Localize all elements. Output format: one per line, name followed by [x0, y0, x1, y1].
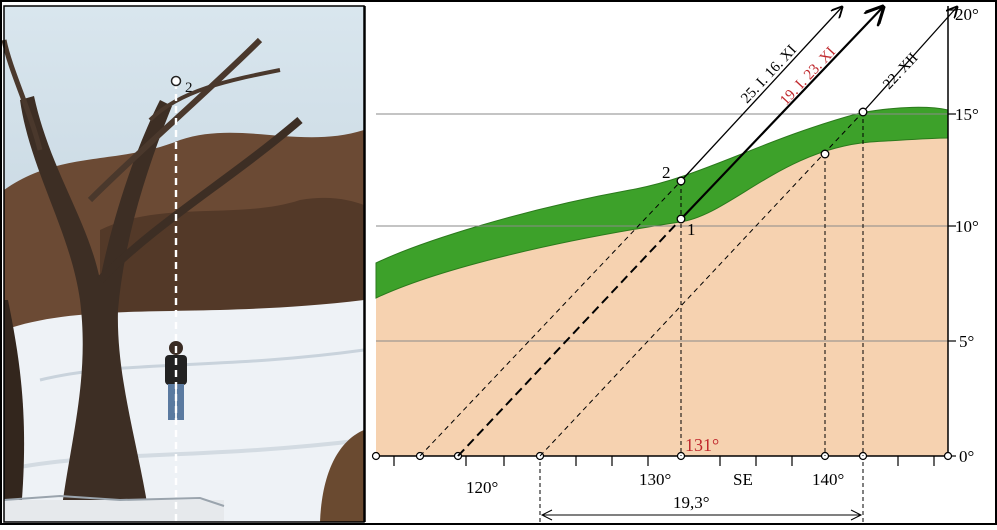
span-dimension [539, 462, 864, 522]
x-tick-se: SE [733, 470, 753, 489]
landscape-photo: 2 [1, 5, 365, 523]
sun-paths-below [419, 111, 864, 457]
y-tick-10: 10° [955, 217, 979, 236]
y-tick-15: 15° [955, 105, 979, 124]
point-1 [676, 214, 686, 224]
ray-19-i-23-xi [680, 7, 883, 220]
x-tick-130: 130° [639, 470, 671, 489]
point-horizon-15 [858, 107, 868, 117]
y-tick-5: 5° [959, 332, 974, 351]
photo-tree-trunk [20, 96, 172, 522]
x-tick-marks [393, 456, 935, 466]
point-2 [676, 176, 686, 186]
horizon-diagram: 0° 5° 10° 15° 20° [364, 5, 979, 522]
span-label: 19,3° [673, 493, 710, 512]
point-2-label: 2 [662, 163, 671, 182]
grid-lines [376, 113, 948, 342]
photo-forest-dark [100, 197, 364, 320]
photo-point-2 [170, 75, 182, 87]
drop-lines [680, 112, 864, 456]
point-horizon-140 [820, 149, 830, 159]
ray-22-xii [862, 7, 957, 113]
photo-point-label: 2 [185, 80, 193, 96]
terrain-area [376, 138, 948, 456]
sun-rays [680, 7, 957, 220]
x-tick-120: 120° [466, 478, 498, 497]
x-tick-140: 140° [812, 470, 844, 489]
y-tick-0: 0° [959, 447, 974, 466]
ray-25-i-16-xi [680, 7, 842, 182]
point-1-label: 1 [687, 220, 696, 239]
ray-label-3: 22. XII [880, 50, 921, 93]
y-tick-20: 20° [955, 5, 979, 24]
azimuth-label: 131° [685, 435, 719, 455]
